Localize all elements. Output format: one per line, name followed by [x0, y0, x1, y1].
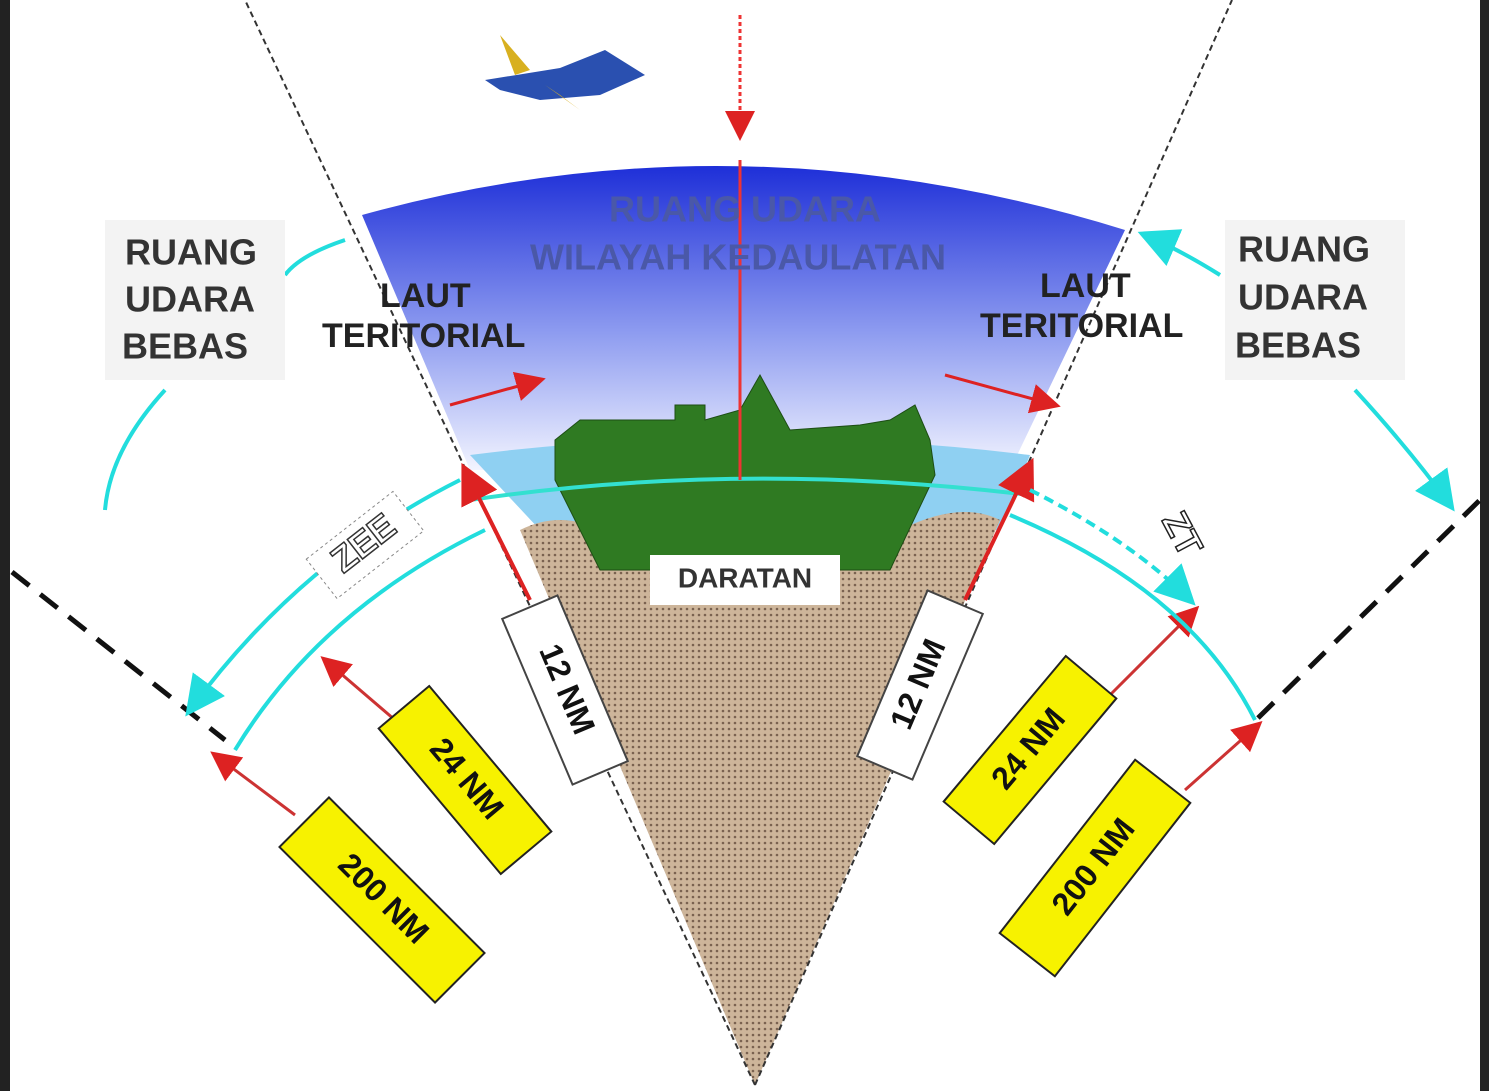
free-airspace-label: BEBAS: [122, 326, 248, 367]
arrow: [325, 660, 395, 720]
fighter-jet: [485, 35, 645, 110]
arrow: [1145, 235, 1220, 275]
free-airspace-label: RUANG: [1238, 229, 1370, 270]
territorial-sea-label: TERITORIAL: [322, 317, 525, 355]
arrow: [1355, 390, 1450, 505]
airspace-title: RUANG UDARA: [609, 189, 881, 230]
diagram: RUANG UDARA WILAYAH KEDAULATAN RUANG UDA…: [0, 0, 1489, 1091]
free-airspace-label: RUANG: [125, 232, 257, 273]
arrow: [1185, 725, 1258, 790]
zee-arc: [190, 480, 460, 710]
arrow: [105, 390, 165, 510]
airspace-title: WILAYAH KEDAULATAN: [530, 237, 946, 278]
territorial-sea-label: TERITORIAL: [980, 307, 1183, 345]
zt-label: ZT: [1154, 505, 1211, 563]
left-border: [0, 0, 10, 1091]
land-label: DARATAN: [678, 562, 812, 593]
arrow: [215, 755, 295, 815]
territorial-sea-label: LAUT: [380, 277, 471, 315]
zee-boundary: [12, 572, 225, 740]
free-airspace-label: UDARA: [125, 279, 255, 320]
free-airspace-label: UDARA: [1238, 277, 1368, 318]
zee-boundary: [1258, 495, 1485, 718]
free-airspace-label: BEBAS: [1235, 325, 1361, 366]
territorial-sea-label: LAUT: [1040, 267, 1131, 305]
right-border: [1480, 0, 1489, 1091]
arrow: [285, 240, 345, 275]
